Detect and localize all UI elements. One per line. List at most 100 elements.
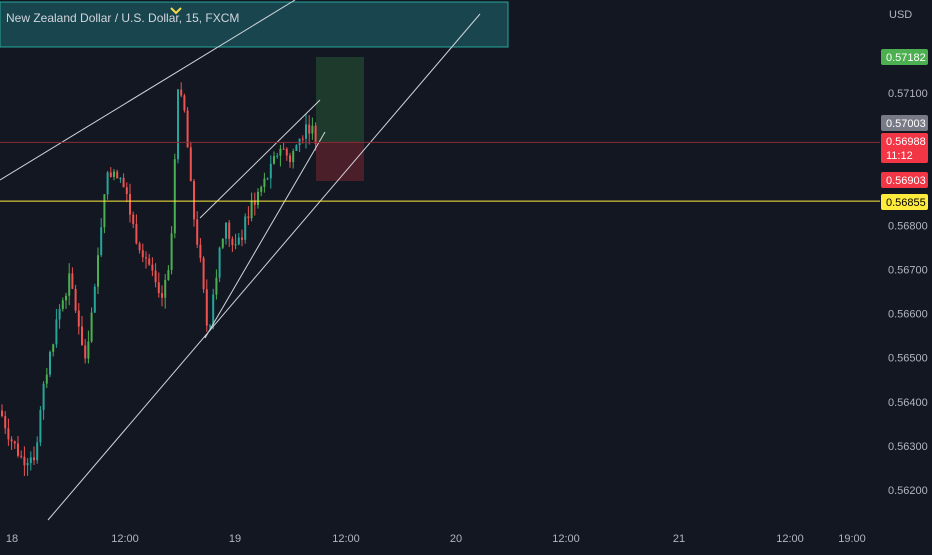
candle[interactable] bbox=[228, 220, 231, 247]
candle[interactable] bbox=[13, 440, 16, 449]
chevron-down-icon[interactable] bbox=[170, 7, 182, 15]
candle[interactable] bbox=[113, 169, 115, 181]
price-axis[interactable] bbox=[880, 0, 932, 528]
candle[interactable] bbox=[119, 177, 122, 183]
candle[interactable] bbox=[109, 167, 112, 178]
candle[interactable] bbox=[97, 247, 99, 294]
candle[interactable] bbox=[237, 233, 240, 246]
candle[interactable] bbox=[260, 185, 263, 197]
candle[interactable] bbox=[314, 122, 317, 151]
candle[interactable] bbox=[10, 436, 13, 450]
candle[interactable] bbox=[295, 144, 298, 152]
candle[interactable] bbox=[26, 458, 29, 476]
candle[interactable] bbox=[205, 279, 208, 332]
candle[interactable] bbox=[250, 192, 253, 222]
candle[interactable] bbox=[20, 450, 23, 459]
candle[interactable] bbox=[145, 251, 147, 269]
stop-zone[interactable] bbox=[316, 142, 364, 181]
candle[interactable] bbox=[164, 273, 167, 309]
candle[interactable] bbox=[58, 304, 61, 329]
candle[interactable] bbox=[202, 256, 205, 294]
candle[interactable] bbox=[106, 170, 109, 200]
candle[interactable] bbox=[36, 436, 39, 464]
candle[interactable] bbox=[100, 218, 103, 258]
candle[interactable] bbox=[215, 269, 218, 300]
candle[interactable] bbox=[74, 284, 77, 314]
candle[interactable] bbox=[151, 257, 154, 277]
candle[interactable] bbox=[42, 381, 45, 420]
target-zone[interactable] bbox=[316, 57, 364, 143]
candle[interactable] bbox=[282, 142, 285, 150]
candle[interactable] bbox=[170, 226, 173, 275]
candle[interactable] bbox=[154, 263, 157, 288]
candle[interactable] bbox=[263, 172, 266, 193]
candle[interactable] bbox=[244, 213, 247, 244]
candle[interactable] bbox=[257, 188, 259, 209]
candle[interactable] bbox=[39, 406, 42, 447]
candle[interactable] bbox=[23, 446, 26, 476]
candle[interactable] bbox=[279, 144, 282, 167]
candle[interactable] bbox=[180, 82, 183, 98]
trendline[interactable] bbox=[199, 99, 321, 219]
candle[interactable] bbox=[138, 241, 141, 254]
candle[interactable] bbox=[186, 106, 189, 148]
candle[interactable] bbox=[177, 89, 179, 164]
price-label[interactable]: 0.56855 bbox=[881, 194, 928, 210]
candle[interactable] bbox=[196, 211, 199, 249]
candle[interactable] bbox=[298, 138, 301, 153]
candle[interactable] bbox=[141, 243, 144, 263]
trendline[interactable] bbox=[47, 13, 481, 521]
candle[interactable] bbox=[4, 411, 7, 434]
candle[interactable] bbox=[49, 350, 51, 378]
trendline[interactable] bbox=[0, 0, 296, 181]
candle[interactable] bbox=[81, 315, 83, 346]
candle[interactable] bbox=[234, 233, 237, 250]
candle[interactable] bbox=[71, 267, 74, 290]
candle[interactable] bbox=[285, 147, 288, 161]
price-label[interactable]: 0.57182 bbox=[881, 49, 928, 65]
candle[interactable] bbox=[125, 182, 128, 203]
candle[interactable] bbox=[241, 229, 243, 247]
candle[interactable] bbox=[218, 246, 221, 283]
candle[interactable] bbox=[157, 272, 160, 298]
candle[interactable] bbox=[199, 238, 202, 263]
candle[interactable] bbox=[87, 330, 90, 364]
price-label[interactable]: 0.56988 11:12 bbox=[881, 133, 928, 163]
candle[interactable] bbox=[90, 307, 93, 343]
candle[interactable] bbox=[135, 214, 138, 245]
candle[interactable] bbox=[148, 253, 151, 266]
candle[interactable] bbox=[305, 113, 307, 149]
candle[interactable] bbox=[247, 206, 250, 226]
candle[interactable] bbox=[266, 177, 269, 181]
candle[interactable] bbox=[52, 343, 55, 357]
candle[interactable] bbox=[253, 192, 256, 216]
candle[interactable] bbox=[161, 285, 163, 307]
candle[interactable] bbox=[311, 117, 314, 140]
candle[interactable] bbox=[33, 446, 35, 466]
candle[interactable] bbox=[167, 265, 170, 281]
candle[interactable] bbox=[132, 211, 135, 229]
candle[interactable] bbox=[193, 179, 195, 227]
time-axis[interactable] bbox=[0, 528, 932, 550]
candle[interactable] bbox=[173, 153, 176, 239]
price-label[interactable]: 0.56903 bbox=[881, 172, 928, 188]
candle[interactable] bbox=[116, 169, 119, 179]
candle[interactable] bbox=[55, 308, 58, 348]
candle[interactable] bbox=[68, 263, 71, 306]
candle[interactable] bbox=[29, 451, 32, 471]
candle[interactable] bbox=[103, 194, 106, 234]
candle[interactable] bbox=[276, 153, 279, 159]
candle[interactable] bbox=[212, 288, 215, 330]
price-label[interactable]: 0.57003 bbox=[881, 115, 928, 131]
candle[interactable] bbox=[221, 238, 224, 250]
candle[interactable] bbox=[7, 418, 10, 446]
candle[interactable] bbox=[17, 436, 19, 458]
candle[interactable] bbox=[292, 148, 295, 169]
candle[interactable] bbox=[77, 303, 80, 335]
candle[interactable] bbox=[289, 152, 291, 168]
candle[interactable] bbox=[93, 283, 96, 313]
candle[interactable] bbox=[225, 222, 227, 245]
candle[interactable] bbox=[84, 338, 87, 364]
